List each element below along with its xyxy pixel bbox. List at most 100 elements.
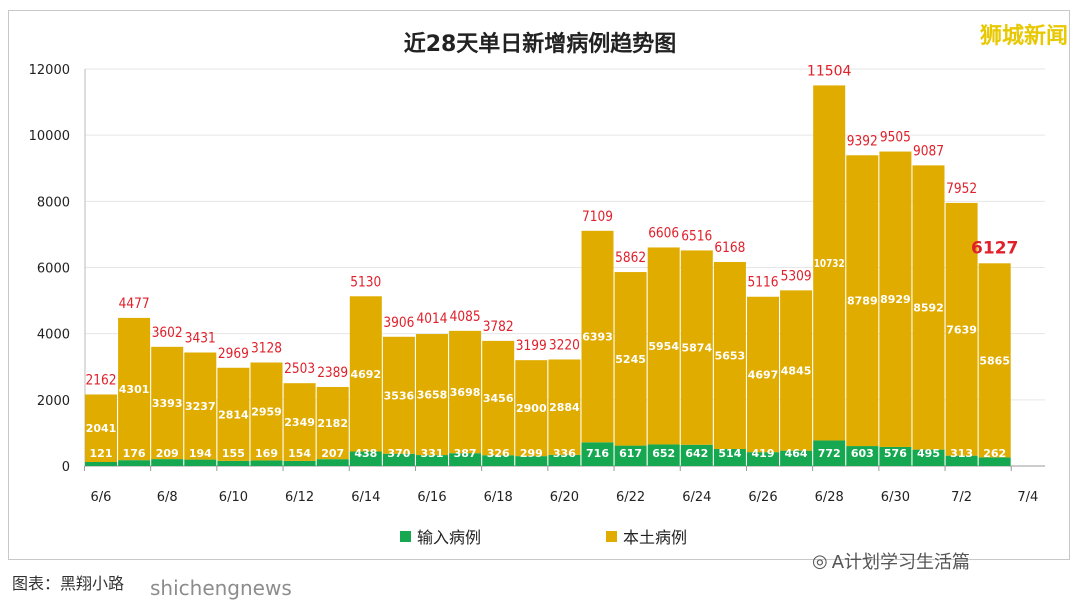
label-total: 11504 xyxy=(807,63,852,79)
chart-credit: 图表：黑翔小路 xyxy=(12,574,125,593)
label-local: 4301 xyxy=(119,383,150,396)
label-local: 3456 xyxy=(483,392,514,405)
x-tick-label: 6/22 xyxy=(616,490,645,505)
label-total: 9505 xyxy=(880,130,911,146)
bar-local xyxy=(449,330,482,454)
bar-local xyxy=(250,362,283,461)
bar-local xyxy=(614,272,647,446)
x-tick-label: 7/4 xyxy=(1017,490,1038,505)
label-total: 9392 xyxy=(847,133,878,149)
label-total: 5862 xyxy=(615,250,646,266)
label-imported: 121 xyxy=(90,447,113,460)
label-imported: 495 xyxy=(917,447,940,460)
label-imported: 194 xyxy=(189,447,212,460)
bar-local xyxy=(349,296,382,452)
bar-imported xyxy=(151,459,184,466)
bar-local xyxy=(713,261,746,449)
label-local: 3393 xyxy=(152,397,183,410)
label-local: 2349 xyxy=(284,416,315,429)
legend-item-imported: 输入病例 xyxy=(400,524,481,548)
label-local: 4845 xyxy=(781,365,812,378)
label-total: 5130 xyxy=(350,274,381,290)
label-imported: 419 xyxy=(752,447,775,460)
bar-imported xyxy=(945,455,978,466)
label-local: 7639 xyxy=(946,323,977,336)
x-tick-label: 6/28 xyxy=(815,490,844,505)
label-local: 3658 xyxy=(417,389,448,402)
label-local: 2182 xyxy=(317,417,348,430)
bar-imported xyxy=(118,460,151,466)
x-tick-label: 6/18 xyxy=(484,490,513,505)
label-local: 5245 xyxy=(615,353,646,366)
label-imported: 576 xyxy=(884,447,907,460)
legend-label-imported: 输入病例 xyxy=(417,528,482,547)
label-imported: 299 xyxy=(520,447,543,460)
label-local: 6393 xyxy=(582,331,613,344)
label-local: 5653 xyxy=(715,349,746,362)
bar-imported xyxy=(217,460,250,466)
bar-imported xyxy=(747,452,779,466)
x-tick-label: 6/6 xyxy=(91,490,112,505)
bar-imported xyxy=(912,449,945,466)
bar-local xyxy=(118,317,151,461)
label-local: 2959 xyxy=(251,405,282,418)
label-imported: 155 xyxy=(222,447,245,460)
label-imported: 207 xyxy=(321,447,344,460)
label-imported: 772 xyxy=(818,447,841,460)
label-total: 2969 xyxy=(218,346,249,362)
label-local: 8592 xyxy=(913,301,944,314)
x-tick-label: 6/8 xyxy=(157,490,178,505)
label-imported: 387 xyxy=(454,447,477,460)
label-imported: 262 xyxy=(983,447,1006,460)
bar-local xyxy=(151,346,184,460)
label-imported: 370 xyxy=(387,447,410,460)
x-tick-label: 6/24 xyxy=(682,490,711,505)
bar-imported xyxy=(449,453,482,466)
label-total: 6606 xyxy=(648,225,679,241)
label-total: 3199 xyxy=(516,338,547,354)
y-tick-label: 2000 xyxy=(37,394,70,409)
bar-imported xyxy=(647,444,680,466)
bar-imported xyxy=(978,457,1011,466)
account-name: A计划学习生活篇 xyxy=(831,552,971,573)
label-local: 2814 xyxy=(218,408,249,421)
label-imported: 169 xyxy=(255,447,278,460)
label-total: 7952 xyxy=(946,181,977,197)
bar-local xyxy=(813,85,846,441)
label-imported: 438 xyxy=(354,447,377,460)
bar-imported xyxy=(581,442,614,466)
label-total: 3782 xyxy=(483,319,514,335)
label-imported: 176 xyxy=(123,447,146,460)
label-total: 2162 xyxy=(86,372,117,388)
label-total: 2389 xyxy=(317,365,348,381)
label-local: 4697 xyxy=(748,368,779,381)
label-imported: 642 xyxy=(685,447,708,460)
bar-local xyxy=(416,334,448,456)
bar-local xyxy=(184,352,217,460)
bar-local xyxy=(978,263,1011,458)
bar-local xyxy=(316,386,349,460)
label-total: 5116 xyxy=(748,275,779,291)
x-tick-label: 6/12 xyxy=(285,490,314,505)
legend-item-local: 本土病例 xyxy=(606,524,687,548)
x-tick-label: 6/14 xyxy=(351,490,380,505)
label-total: 3431 xyxy=(185,330,216,346)
legend-label-local: 本土病例 xyxy=(623,528,688,547)
bar-local xyxy=(912,165,945,450)
bar-local xyxy=(680,250,713,445)
bar-local xyxy=(879,151,912,447)
bar-imported xyxy=(316,459,349,466)
x-tick-label: 6/10 xyxy=(219,490,248,505)
label-local: 5874 xyxy=(681,342,712,355)
label-local: 8929 xyxy=(880,293,911,306)
label-imported: 716 xyxy=(586,447,609,460)
bar-local xyxy=(283,383,316,461)
bar-local xyxy=(846,155,879,447)
label-imported: 464 xyxy=(785,447,808,460)
y-tick-label: 12000 xyxy=(29,63,70,78)
chart-title: 近28天单日新增病例趋势图 xyxy=(403,32,677,57)
site-watermark: shichengnews xyxy=(150,576,292,600)
bar-local xyxy=(515,360,548,457)
bar-local xyxy=(85,394,117,462)
